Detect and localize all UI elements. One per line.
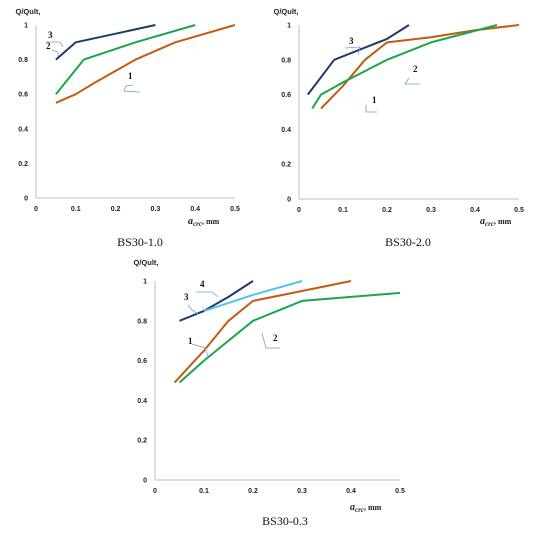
series-leader-2 — [51, 49, 59, 57]
x-tick-label: 0.1 — [199, 488, 209, 495]
x-tick-label: 0.4 — [346, 488, 356, 495]
x-tick-label: 0 — [297, 207, 301, 214]
series-line-2 — [178, 291, 401, 384]
x-tick-label: 0.2 — [111, 206, 121, 213]
y-tick-label: 0.6 — [18, 92, 28, 99]
series-label-3: 3 — [48, 30, 53, 40]
y-tick-label: 0.8 — [281, 57, 291, 64]
chart-title: BS30-2.0 — [385, 235, 431, 249]
y-tick-label: 1 — [24, 23, 28, 30]
y-tick-label: 0.4 — [137, 398, 147, 405]
series-label-1: 1 — [188, 336, 193, 346]
series-line-3 — [179, 280, 254, 322]
series-leader-3 — [46, 41, 64, 48]
x-tick-label: 0.5 — [395, 488, 405, 495]
chart-panel-2: 0 0.2 0.4 0.6 0.8 1 0 0.1 0.2 0.3 0.4 0.5 Q/Qult, acr… — [274, 7, 524, 249]
series-line-1 — [173, 280, 352, 384]
series-line-3 — [55, 24, 156, 61]
y-tick-label: 1 — [143, 279, 147, 286]
series-leader-3 — [187, 304, 199, 315]
series-label-4: 4 — [200, 279, 205, 289]
series-line-2 — [55, 24, 196, 95]
y-tick-label: 0.2 — [137, 438, 147, 445]
y-tick-label: 0.8 — [137, 318, 147, 325]
y-tick-label: 0.4 — [281, 127, 291, 134]
y-axis-label: Q/Qult, — [134, 258, 159, 267]
chart-panel-1: 0 0.2 0.4 0.6 0.8 1 0 0.1 0.2 0.3 0.4 0.5 Q/Qult, acr… — [16, 7, 240, 249]
y-tick-label: 1 — [287, 23, 291, 30]
series-leader-3 — [344, 46, 361, 56]
series-line-1 — [55, 24, 236, 104]
x-tick-label: 0.3 — [297, 488, 307, 495]
series-line-3 — [307, 24, 410, 96]
y-tick-label: 0.8 — [18, 57, 28, 64]
x-tick-label: 0.4 — [190, 206, 200, 213]
y-tick-label: 0.6 — [281, 92, 291, 99]
series-label-2: 2 — [413, 64, 418, 74]
x-tick-label: 0.4 — [470, 207, 480, 214]
x-axis-label: acrc, mm — [188, 216, 220, 228]
y-tick-label: 0 — [24, 196, 28, 203]
x-tick-label: 0.3 — [426, 207, 436, 214]
series-label-1: 1 — [128, 71, 133, 81]
x-tick-label: 0.2 — [382, 207, 392, 214]
series-line-4 — [203, 280, 303, 312]
y-tick-label: 0.6 — [137, 358, 147, 365]
series-leader-4 — [196, 291, 219, 298]
x-axis-label: acrc, mm — [480, 216, 512, 228]
series-label-2: 2 — [46, 41, 51, 51]
series-leader-2 — [261, 332, 280, 349]
series-leader-1 — [365, 105, 377, 113]
series-label-3: 3 — [184, 292, 189, 302]
series-leader-1 — [191, 343, 209, 357]
series-leader-1 — [123, 84, 141, 93]
series-leader-2 — [404, 77, 420, 85]
y-tick-label: 0 — [143, 478, 147, 485]
x-tick-label: 0.5 — [230, 206, 240, 213]
chart-title: BS30-0.3 — [262, 514, 308, 528]
series-label-3: 3 — [349, 36, 354, 46]
series-label-2: 2 — [273, 333, 278, 343]
x-tick-label: 0 — [34, 206, 38, 213]
y-axis-label: Q/Qult, — [16, 7, 41, 16]
chart-title: BS30-1.0 — [117, 235, 163, 249]
x-axis-label: acrc, mm — [350, 502, 382, 514]
x-tick-label: 0.1 — [338, 207, 348, 214]
series-line-2 — [311, 24, 498, 110]
x-tick-label: 0.2 — [248, 488, 258, 495]
x-tick-label: 0.3 — [151, 206, 161, 213]
y-axis-label: Q/Qult, — [274, 7, 299, 16]
x-tick-label: 0 — [153, 488, 157, 495]
x-tick-label: 0.1 — [71, 206, 81, 213]
chart-panel-3: 0 0.2 0.4 0.6 0.8 1 0 0.1 0.2 0.3 0.4 0.5 Q/Qult, acr… — [134, 258, 405, 528]
y-tick-label: 0.2 — [18, 161, 28, 168]
y-tick-label: 0.4 — [18, 126, 28, 133]
x-tick-label: 0.5 — [514, 207, 524, 214]
y-tick-label: 0 — [287, 197, 291, 204]
series-label-1: 1 — [372, 95, 377, 105]
y-tick-label: 0.2 — [281, 162, 291, 169]
